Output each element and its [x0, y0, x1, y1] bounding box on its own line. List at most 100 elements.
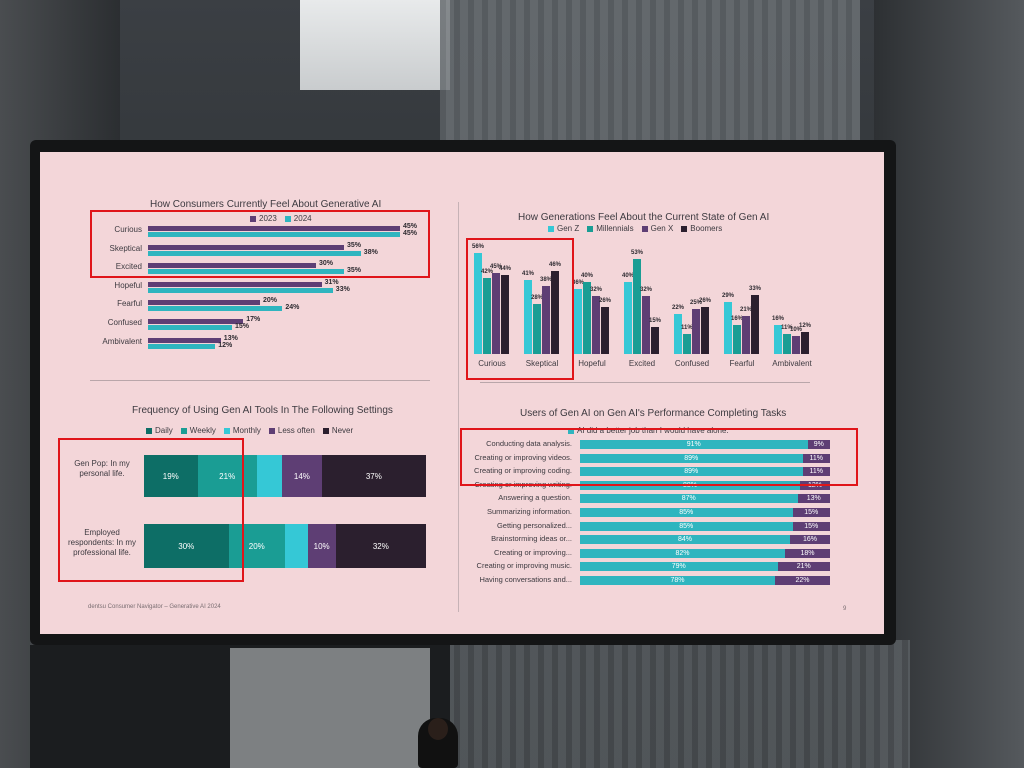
generation-value-label: 40% [622, 273, 635, 279]
generation-value-label: 41% [522, 271, 535, 278]
performance-task-label: Creating or improving music. [476, 561, 572, 571]
feel-category-label: Hopeful [114, 280, 142, 290]
generation-category-label: Hopeful [578, 359, 606, 368]
feel-bar-2024 [148, 343, 216, 349]
feel-value-2023: 35% [347, 241, 362, 249]
legend-boomers-label: Boomers [690, 224, 723, 233]
performance-task-label: Summarizing information. [486, 507, 572, 516]
performance-task-label: Having conversations and... [479, 575, 572, 584]
frequency-segment: 21% [197, 455, 257, 497]
feel-bar-2024 [148, 325, 232, 330]
legend-genx: Gen X [641, 224, 673, 233]
generation-bar [533, 303, 541, 354]
legend-millennials-label: Millennials [596, 224, 634, 233]
feel-bar-2023 [148, 319, 244, 324]
lower-curtain [440, 640, 910, 768]
feel-value-2024: 15% [235, 323, 250, 330]
performance-task-label: Creating or improving coding. [474, 466, 572, 476]
generation-bar [601, 307, 609, 354]
feel-value-2023: 30% [319, 260, 334, 268]
generation-bar [733, 325, 741, 354]
frequency-legend: Daily Weekly Monthly Less often Never [146, 426, 353, 435]
performance-task-label: Creating or improving videos. [474, 452, 572, 462]
generation-bar [683, 334, 691, 354]
performance-other-bar: 9% [807, 440, 830, 449]
lower-window [230, 648, 430, 768]
feel-category-label: Curious [114, 225, 142, 234]
feel-bar-2024 [148, 269, 344, 275]
generation-bar [742, 316, 750, 354]
generation-value-label: 10% [790, 327, 803, 333]
legend-daily-label: Daily [155, 426, 173, 435]
generation-category-label: Ambivalent [772, 359, 812, 368]
generation-value-label: 22% [672, 305, 685, 312]
generation-bar [551, 271, 559, 354]
legend-2023: 2023 [250, 214, 277, 223]
generation-bar [774, 325, 782, 354]
upper-curtain [440, 0, 860, 160]
generation-value-label: 53% [631, 249, 644, 256]
performance-better-bar: 82% [580, 548, 785, 558]
generation-value-label: 12% [799, 323, 812, 330]
generation-bar [751, 294, 759, 354]
generation-value-label: 11% [781, 325, 793, 332]
generation-category-label: Curious [478, 359, 506, 368]
generation-category-label: Skeptical [525, 359, 559, 368]
slide-page-number: 9 [843, 606, 847, 612]
performance-chart-title: Users of Gen AI on Gen AI's Performance … [520, 408, 787, 419]
performance-other-bar: 16% [790, 535, 830, 545]
performance-task-label: Conducting data analysis. [486, 439, 572, 448]
performance-other-bar: 21% [777, 562, 830, 572]
slide-footer: dentsu Consumer Navigator – Generative A… [88, 604, 221, 610]
right-divider [480, 382, 810, 383]
generation-value-label: 33% [749, 285, 762, 292]
legend-daily: Daily [146, 426, 173, 435]
legend-weekly: Weekly [180, 426, 216, 435]
performance-task-label: Brainstorming ideas or... [491, 534, 572, 544]
legend-boomers: Boomers [681, 224, 722, 233]
legend-monthly: Monthly [223, 426, 261, 435]
feel-bar-2023 [148, 226, 400, 231]
feel-bar-2023 [148, 244, 344, 250]
frequency-row-label: Gen Pop: In my personal life. [74, 459, 130, 478]
generation-bar [501, 274, 509, 354]
feel-value-2024: 33% [335, 285, 350, 293]
frequency-segment [256, 455, 283, 497]
generation-category-label: Excited [628, 359, 656, 368]
feel-value-2024: 38% [363, 248, 378, 256]
feel-category-label: Skeptical [109, 243, 142, 253]
generation-bar [583, 282, 591, 354]
legend-genz: Gen Z [548, 224, 579, 233]
performance-other-bar: 22% [775, 576, 830, 585]
generation-value-label: 16% [772, 316, 785, 323]
generation-bar [633, 258, 641, 354]
legend-never-label: Never [331, 426, 354, 435]
performance-better-bar: 85% [580, 521, 793, 531]
generation-bar [674, 314, 682, 354]
feel-bar-2024 [148, 250, 361, 256]
legend-never: Never [322, 426, 354, 435]
generation-bar [542, 285, 550, 354]
legend-millennials: Millennials [587, 224, 634, 233]
skylight-window [300, 0, 450, 90]
generations-legend: Gen Z Millennials Gen X Boomers [548, 224, 722, 233]
performance-other-bar: 18% [785, 548, 830, 558]
frequency-segment: 37% [321, 455, 426, 497]
performance-other-bar: 11% [802, 467, 830, 477]
legend-better-job: AI did a better job than I would have al… [568, 426, 729, 435]
feel-value-2024: 35% [347, 267, 362, 275]
highlight-box-frequency [58, 438, 244, 582]
performance-task-label: Creating or improving... [494, 547, 572, 557]
performance-legend: AI did a better job than I would have al… [568, 426, 729, 435]
legend-2024-label: 2024 [293, 214, 312, 223]
generation-bar [642, 296, 650, 354]
highlight-box-performance [460, 428, 858, 486]
legend-monthly-label: Monthly [232, 426, 261, 435]
feel-category-label: Confused [107, 318, 142, 327]
legend-less-often: Less often [268, 426, 315, 435]
generation-bar [624, 282, 632, 354]
generation-value-label: 56% [472, 244, 485, 251]
generation-value-label: 42% [481, 269, 494, 276]
performance-better-bar: 78% [580, 576, 775, 585]
performance-task-label: Getting personalized... [496, 520, 572, 530]
